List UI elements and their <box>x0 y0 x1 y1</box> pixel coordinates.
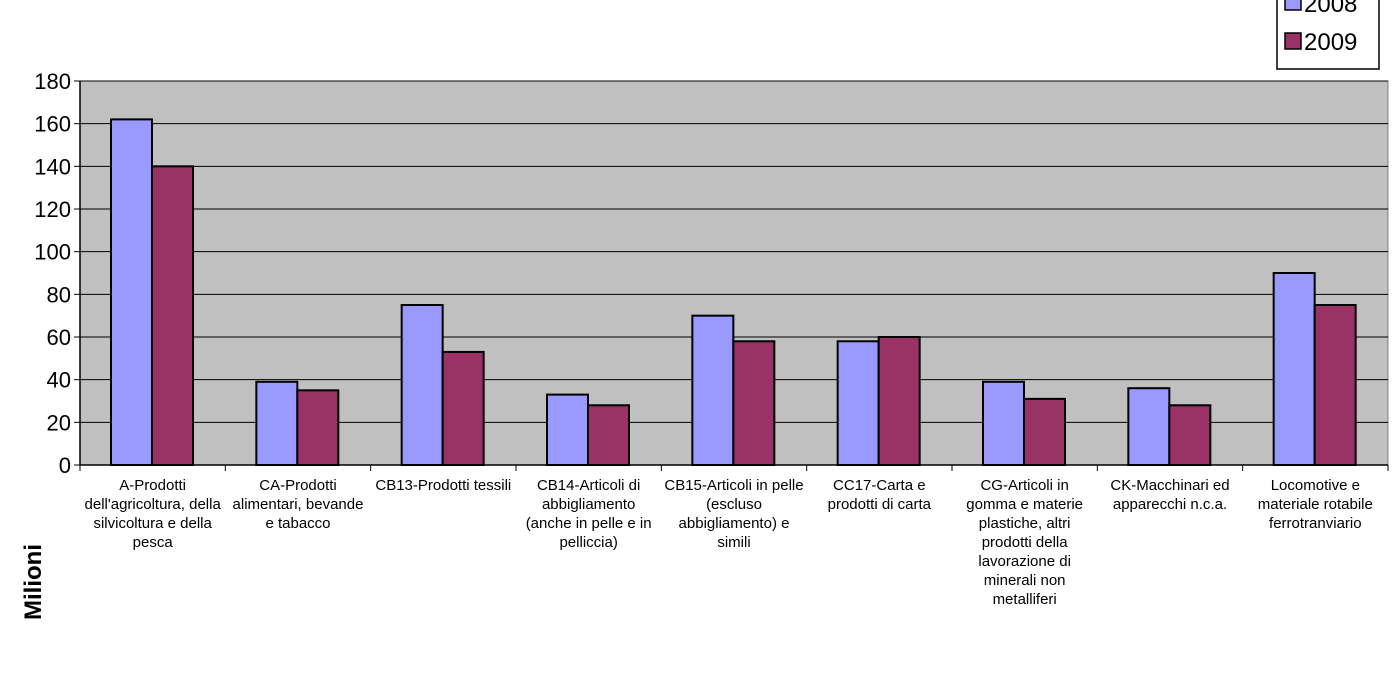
bar-2009-3 <box>441 350 485 466</box>
category-label: CK-Macchinari ed apparecchi n.c.a. <box>1110 477 1230 513</box>
bar-2008-2 <box>255 380 299 466</box>
category-label: CB14-Articoli di abbigliamento (anche in… <box>525 477 652 551</box>
legend-label-2009: 2009 <box>1304 29 1357 56</box>
bar-2008-5 <box>691 314 735 466</box>
bar-2008-1 <box>110 118 153 467</box>
category-label: Locomotive e materiale rotabile ferrotra… <box>1257 477 1373 532</box>
bar-2009-8 <box>1168 404 1212 466</box>
bars <box>110 118 1357 467</box>
y-tick-label: 140 <box>34 154 71 179</box>
y-tick-label: 120 <box>34 197 71 222</box>
bar-2008-4 <box>546 393 589 467</box>
bar-2009-2 <box>296 389 340 467</box>
y-tick-label: 0 <box>59 453 71 478</box>
bar-2008-6 <box>836 340 880 466</box>
bar-2009-9 <box>1313 304 1357 466</box>
bar-2009-5 <box>732 340 776 466</box>
category-label: CB15-Articoli in pelle (escluso abbiglia… <box>664 477 804 551</box>
category-label: A-Prodotti dell'agricoltura, della silvi… <box>84 477 221 551</box>
bar-2009-6 <box>877 336 921 466</box>
bar-2008-7 <box>982 380 1025 466</box>
bar-2008-9 <box>1272 272 1316 466</box>
bar-2009-7 <box>1023 397 1066 466</box>
legend: 2008 2009 <box>1276 0 1380 70</box>
legend-swatch-2009 <box>1284 32 1302 50</box>
bar-2008-8 <box>1127 387 1171 467</box>
bar-2009-1 <box>151 165 194 466</box>
legend-swatch-2008 <box>1284 0 1302 11</box>
y-tick-label: 40 <box>47 368 71 393</box>
bar-2009-4 <box>587 404 630 466</box>
legend-label-2008: 2008 <box>1304 0 1357 18</box>
y-tick-label: 20 <box>47 410 71 435</box>
bar-2008-3 <box>400 304 444 466</box>
category-label: CB13-Prodotti tessili <box>375 477 512 494</box>
axes <box>74 80 1389 471</box>
y-tick-label: 180 <box>34 69 71 94</box>
y-tick-label: 160 <box>34 112 71 137</box>
y-tick-label: 80 <box>47 282 71 307</box>
y-axis-label: Milioni <box>20 544 47 620</box>
y-tick-labels: 0 20 40 60 80 100 120 140 160 180 <box>34 69 71 478</box>
y-tick-label: 100 <box>34 240 71 265</box>
category-label: CG-Articoli in gomma e materie plastiche… <box>966 477 1084 608</box>
category-label: CC17-Carta e prodotti di carta <box>827 477 932 513</box>
category-label: CA-Prodotti alimentari, bevande e tabacc… <box>232 477 364 532</box>
y-tick-label: 60 <box>47 325 71 350</box>
